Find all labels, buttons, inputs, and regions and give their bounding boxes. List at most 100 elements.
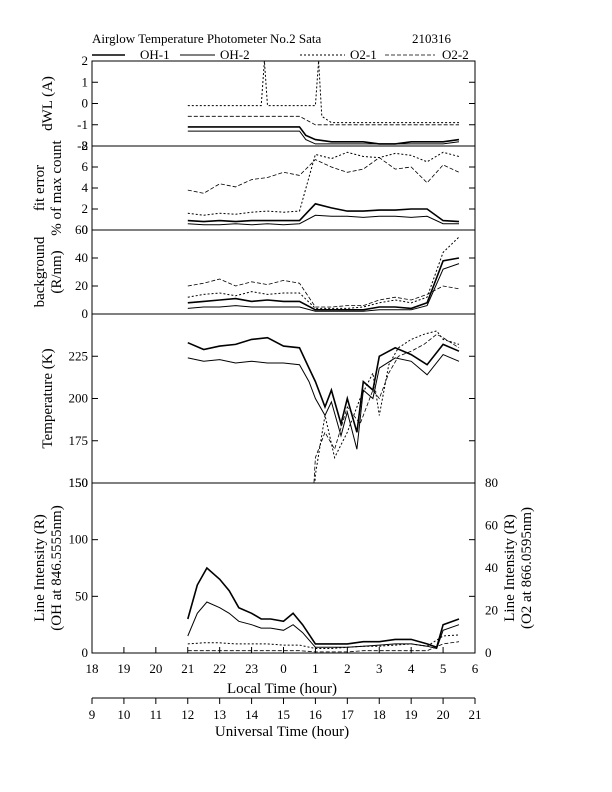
y-tick-label-dwl: 1 — [82, 74, 89, 89]
y-axis-label-bg: (R/nm) — [49, 250, 65, 293]
y-tick-label-int: 50 — [75, 588, 88, 603]
local-time-ticks: 18 19 20 21 22 23 0 1 2 3 4 5 6 — [86, 647, 479, 676]
universal-time-tick-label: 9 — [89, 707, 96, 722]
chart-date: 210316 — [412, 31, 452, 46]
series-line-temp-o2-1 — [314, 330, 460, 483]
y-axis-label-right-int: (O2 at 866.0595nm) — [519, 507, 535, 629]
y-tick-label-temp: 175 — [69, 433, 89, 448]
local-time-tick-label: 4 — [408, 661, 415, 676]
y-axis-label-right-int: Line Intensity (R) — [502, 514, 518, 621]
universal-time-tick-label: 15 — [277, 707, 290, 722]
local-time-tick-label: 21 — [181, 661, 194, 676]
universal-time-tick-label: 21 — [469, 707, 482, 722]
panel-bg: 60 40 20 0 background (R/nm) — [32, 222, 476, 321]
local-time-tick-label: 0 — [280, 661, 287, 676]
local-time-tick-label: 19 — [117, 661, 130, 676]
y-tick-label-bg: 60 — [75, 222, 88, 237]
y-tick-label-dwl: 2 — [82, 53, 89, 68]
y-axis-label-bg: background — [32, 236, 48, 307]
series-line-temp-oh-2 — [187, 353, 460, 450]
local-time-tick-label: 18 — [86, 661, 99, 676]
y-tick-label-fit: 4 — [82, 180, 89, 195]
header: Airglow Temperature Photometer No.2 Sata… — [92, 31, 452, 46]
y-axis-label-fit: fit error — [32, 165, 48, 211]
panel-temp: 225 200 175 150 Temperature (K) — [40, 313, 476, 490]
y-axis-label-fit: % of max count — [49, 139, 65, 235]
y-tick-label-int: 0 — [82, 645, 89, 660]
series-line-bg-o2-2 — [187, 278, 460, 308]
y-axis-label-int: Line Intensity (R) — [32, 514, 48, 621]
panel-frame-temp — [91, 313, 476, 484]
y-tick-label-bg: 0 — [82, 306, 89, 321]
y-tick-label-dwl: -1 — [77, 117, 88, 132]
y-tick-label-temp: 150 — [69, 475, 89, 490]
y-tick-label-fit: 8 — [82, 138, 89, 153]
y-tick-label-right-int: 20 — [485, 603, 498, 618]
universal-time-tick-label: 13 — [213, 707, 226, 722]
y-tick-label-right-int: 0 — [485, 645, 492, 660]
local-time-label: Local Time (hour) — [227, 681, 337, 697]
legend-label-o22: O2-2 — [442, 47, 469, 62]
universal-time-tick-label: 10 — [117, 707, 130, 722]
y-axis-label-temp: Temperature (K) — [40, 348, 56, 448]
y-tick-label-bg: 40 — [75, 250, 88, 265]
panel-frame-int — [91, 482, 476, 654]
series-line-int-o2-1 — [187, 634, 460, 649]
y-tick-label-bg: 20 — [75, 278, 88, 293]
legend: OH-1 OH-2 O2-1 O2-2 — [92, 47, 469, 62]
universal-time-tick-label: 16 — [309, 707, 323, 722]
series-line-bg-oh-1 — [187, 257, 460, 311]
local-time-tick-label: 6 — [472, 661, 479, 676]
local-time-tick-label: 1 — [312, 661, 319, 676]
local-time-tick-label: 2 — [344, 661, 351, 676]
y-axis-label-int: (OH at 846.5555nm) — [49, 505, 65, 630]
universal-time-tick-label: 19 — [405, 707, 418, 722]
local-time-tick-label: 22 — [213, 661, 226, 676]
series-line-dwl-o2-1 — [187, 61, 459, 124]
y-tick-label-right-int: 60 — [485, 518, 498, 533]
y-tick-label-dwl: 0 — [82, 96, 89, 111]
legend-label-o21: O2-1 — [350, 47, 377, 62]
universal-time-tick-label: 20 — [437, 707, 450, 722]
panel-frame-dwl — [91, 60, 476, 147]
series-line-int-o2-2 — [187, 641, 460, 653]
y-tick-label-fit: 2 — [82, 201, 89, 216]
series-line-fit-oh-1 — [187, 202, 460, 223]
y-tick-label-int: 100 — [69, 532, 89, 547]
series-line-bg-oh-2 — [187, 263, 460, 312]
local-time-tick-label: 5 — [440, 661, 447, 676]
y-tick-label-temp: 200 — [69, 391, 89, 406]
y-tick-label-right-int: 40 — [485, 560, 498, 575]
y-tick-label-fit: 0 — [82, 222, 89, 237]
series-line-fit-o2-1 — [187, 151, 460, 216]
legend-label-oh2: OH-2 — [220, 47, 250, 62]
chart-title: Airglow Temperature Photometer No.2 Sata — [92, 31, 322, 46]
series-line-dwl-oh-2 — [187, 130, 460, 145]
y-tick-label-dwl: -2 — [77, 138, 88, 153]
local-time-tick-label: 3 — [376, 661, 383, 676]
y-tick-label-fit: 6 — [82, 159, 89, 174]
y-tick-label-int: 150 — [69, 475, 89, 490]
series-line-dwl-o2-2 — [187, 115, 459, 126]
universal-time-ticks: 9 10 11 12 13 14 15 16 17 18 19 20 21 — [89, 698, 482, 722]
series-line-temp-o2-2 — [313, 333, 460, 483]
universal-time-tick-label: 11 — [150, 707, 163, 722]
universal-time-tick-label: 14 — [245, 707, 259, 722]
panel-fit: 8 6 4 2 0 fit error% of max count — [32, 138, 476, 237]
series-line-dwl-oh-1 — [187, 126, 460, 145]
local-time-tick-label: 20 — [149, 661, 162, 676]
y-tick-label-right-int: 80 — [485, 475, 498, 490]
series-line-temp-oh-1 — [187, 336, 460, 433]
series-line-fit-oh-2 — [187, 214, 459, 226]
series-line-int-oh-1 — [187, 566, 460, 649]
universal-time-tick-label: 18 — [373, 707, 386, 722]
local-time-tick-label: 23 — [245, 661, 258, 676]
universal-time-tick-label: 17 — [341, 707, 355, 722]
legend-label-oh1: OH-1 — [140, 47, 170, 62]
y-axis-label-dwl: dWL (A) — [40, 76, 56, 131]
universal-time-label: Universal Time (hour) — [215, 724, 349, 740]
